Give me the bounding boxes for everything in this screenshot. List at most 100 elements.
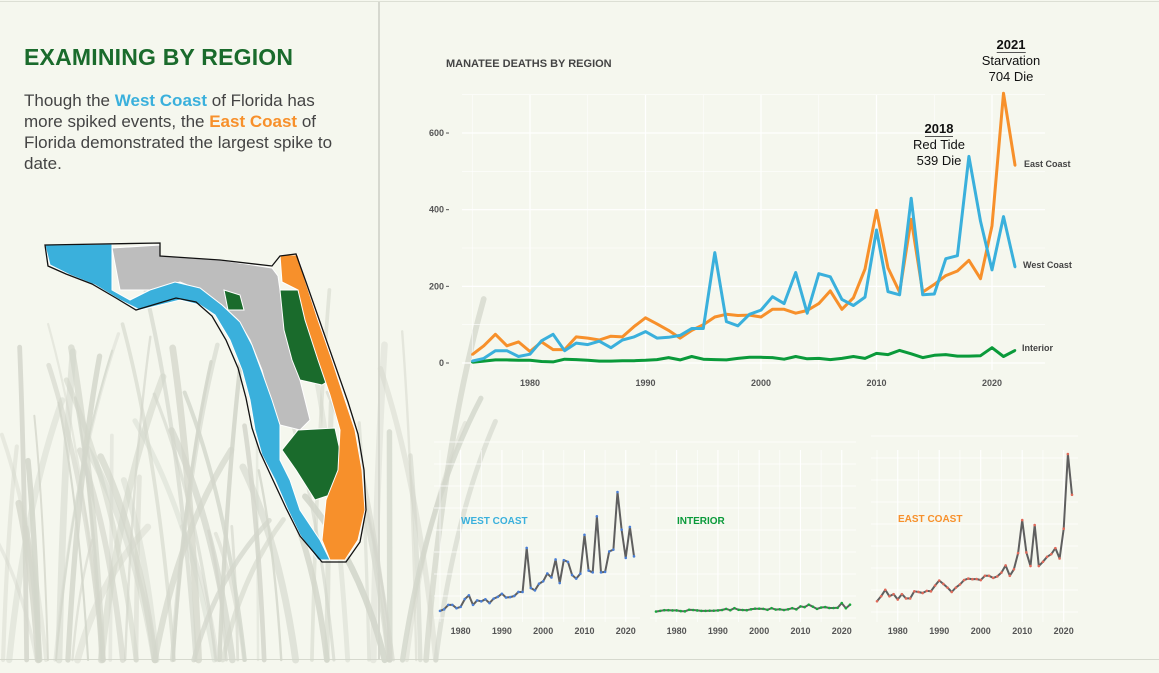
data-point (632, 335, 636, 339)
panel-data-point (966, 577, 970, 580)
map-region-east (279, 254, 366, 561)
data-point (817, 357, 820, 360)
grass-blade (433, 418, 498, 663)
data-point (494, 349, 497, 352)
data-point (713, 358, 716, 361)
data-point (725, 358, 728, 362)
data-point (528, 352, 532, 356)
panel-data-point (1041, 560, 1045, 564)
grass-blade (377, 366, 439, 663)
panel-x-tick-label: 2020 (1054, 626, 1074, 636)
data-point (956, 254, 959, 257)
data-point (921, 293, 924, 296)
data-point (621, 359, 624, 362)
data-point (921, 356, 924, 359)
grass-blade (302, 493, 388, 664)
grass-blade (0, 542, 39, 662)
series-line-interior (472, 346, 1016, 364)
panel-data-point (917, 590, 920, 594)
panel-data-point (766, 608, 769, 612)
panel-data-point (840, 601, 844, 605)
data-point (782, 302, 786, 305)
data-point (829, 275, 832, 278)
panel-data-point (883, 588, 887, 592)
panel-data-point (819, 606, 823, 609)
panel-data-point (1045, 555, 1049, 559)
panel-data-point (695, 609, 699, 612)
panel-x-tick-label: 2020 (832, 626, 852, 636)
data-point (794, 355, 797, 358)
panel-title-east-coast: EAST COAST (898, 514, 963, 525)
data-point (482, 359, 485, 363)
data-point (852, 304, 855, 307)
data-point (667, 336, 670, 339)
data-point (471, 359, 474, 363)
panel-data-point (504, 596, 508, 599)
panel-data-point (900, 592, 904, 596)
data-point (598, 359, 601, 363)
annotation-2018: 2018 Red Tide 539 Die (913, 121, 965, 169)
panel-data-point (832, 606, 835, 610)
grass-blade (97, 453, 159, 664)
panel-data-point (828, 606, 831, 610)
panel-data-point (691, 608, 695, 612)
data-point (632, 325, 636, 328)
panel-data-point (496, 595, 500, 599)
data-point (944, 353, 947, 356)
panel-data-point (679, 609, 683, 613)
grass-blade (17, 344, 30, 663)
panel-data-point (745, 608, 749, 612)
panel-data-point (700, 609, 703, 613)
panel-data-point (537, 582, 541, 586)
data-point (575, 341, 578, 345)
grass-blade (132, 418, 217, 663)
panel-data-point (675, 609, 678, 612)
panel-data-point (541, 579, 545, 583)
panel-data-point (591, 571, 595, 574)
grass-blade (25, 457, 42, 663)
data-point (702, 327, 705, 330)
data-point (990, 346, 994, 349)
data-point (678, 336, 682, 340)
intro-text: Though the (24, 91, 115, 110)
grass-blade (76, 447, 126, 663)
data-point (771, 308, 774, 311)
panel-data-point (811, 605, 815, 608)
data-point (575, 335, 578, 339)
data-point (471, 353, 474, 356)
grass-blade (63, 377, 139, 663)
data-point (551, 348, 555, 351)
panel-data-point (803, 605, 806, 609)
panel-data-point (438, 609, 442, 613)
panel-data-point (762, 607, 765, 611)
data-point (632, 359, 636, 362)
panel-data-point (471, 603, 475, 607)
panel-data-point (488, 601, 491, 605)
data-point (875, 352, 878, 355)
panel-data-point (683, 610, 687, 613)
panel-data-point (1066, 452, 1070, 456)
panel-data-point (446, 603, 450, 607)
x-tick-label: 1990 (635, 378, 655, 388)
panel-data-point (774, 608, 778, 611)
data-point (967, 259, 971, 262)
grass-blade (169, 342, 220, 663)
panel-data-point (996, 575, 999, 578)
data-point (1013, 349, 1017, 352)
y-tick-label: 600 (429, 128, 444, 138)
annotation-event: Red Tide (912, 137, 966, 152)
panel-data-point (658, 609, 662, 613)
panel-data-point (749, 608, 753, 611)
grass-blade (151, 446, 235, 664)
grass-blade (399, 395, 484, 663)
data-point (494, 358, 497, 362)
panel-data-point (1000, 571, 1003, 574)
data-point (528, 359, 532, 362)
panel-x-tick-label: 1990 (492, 626, 512, 636)
panel-data-point (757, 607, 761, 610)
panel-data-point (815, 607, 819, 611)
grass-blade (404, 420, 468, 663)
panel-data-point (517, 590, 520, 594)
data-point (678, 358, 682, 362)
data-point (771, 356, 774, 359)
